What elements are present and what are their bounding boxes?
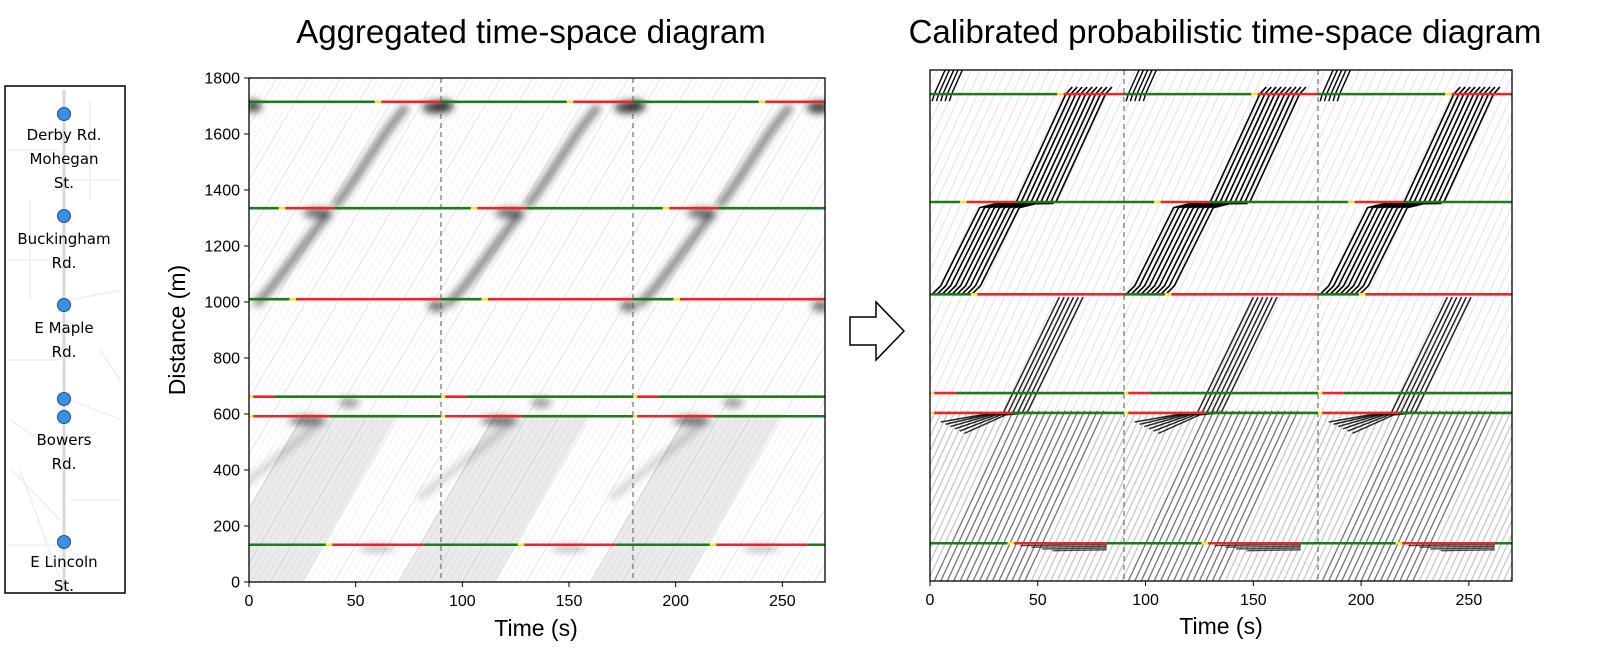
y-tick-label: 1400	[204, 183, 240, 200]
station-labels: Derby Rd. Mohegan St. Buckingham Rd. E Maple R…	[17, 126, 110, 595]
aggregated-chart: Aggregated time-space diagram 0 50 100 150 2…	[164, 13, 826, 641]
chart-title: Aggregated time-space diagram	[296, 13, 766, 50]
station-markers	[57, 107, 71, 549]
y-tick-label: 400	[213, 463, 240, 480]
station-label: St.	[54, 174, 74, 192]
cycle-boundaries	[440, 78, 634, 582]
x-ticks: 0 50 100 150 200 250	[926, 581, 1483, 609]
trajectory	[1165, 202, 1248, 295]
y-axis-label: Distance (m)	[164, 265, 190, 395]
x-tick-label: 250	[769, 593, 796, 610]
station-label: E Maple	[34, 319, 93, 337]
x-tick-label: 50	[347, 593, 365, 610]
x-ticks: 0 50 100 150 200 250	[245, 582, 796, 610]
y-tick-label: 1200	[204, 239, 240, 256]
y-tick-label: 1600	[204, 127, 240, 144]
y-tick-label: 1000	[204, 295, 240, 312]
station-label: Bowers	[37, 431, 92, 449]
station-label: Mohegan	[29, 150, 98, 168]
signal-bars	[249, 100, 825, 547]
station-marker	[57, 107, 71, 121]
y-tick-label: 0	[231, 575, 240, 592]
x-tick-label: 0	[926, 592, 935, 609]
x-tick-label: 250	[1456, 592, 1483, 609]
station-marker	[57, 209, 71, 223]
x-tick-label: 200	[1348, 592, 1375, 609]
station-label: Rd.	[52, 455, 77, 473]
plot-frame	[929, 69, 1513, 582]
trajectory	[1359, 202, 1442, 295]
station-panel: Derby Rd. Mohegan St. Buckingham Rd. E Maple R…	[4, 85, 126, 595]
station-label: Rd.	[52, 343, 77, 361]
station-label: St.	[54, 577, 74, 595]
probabilistic-chart: Calibrated probabilistic time-space diag…	[909, 13, 1542, 639]
x-tick-label: 100	[449, 593, 476, 610]
y-tick-label: 200	[213, 519, 240, 536]
y-tick-label: 600	[213, 407, 240, 424]
queue-density	[249, 100, 825, 552]
station-marker	[57, 298, 71, 312]
plot-frame	[248, 77, 826, 583]
signal-bars	[930, 92, 1512, 545]
arrow-icon	[849, 300, 906, 362]
x-axis-label: Time (s)	[1179, 613, 1262, 639]
x-tick-label: 50	[1029, 592, 1047, 609]
x-axis-label: Time (s)	[494, 615, 577, 641]
cycle-boundaries	[1123, 70, 1319, 581]
station-label: Buckingham	[17, 230, 110, 248]
trajectory	[971, 202, 1054, 295]
station-label: Derby Rd.	[27, 126, 102, 144]
x-tick-label: 100	[1132, 592, 1159, 609]
x-tick-label: 200	[662, 593, 689, 610]
y-tick-label: 1800	[204, 71, 240, 88]
density-trajectories	[249, 78, 825, 582]
x-tick-label: 0	[245, 593, 254, 610]
y-tick-label: 800	[213, 351, 240, 368]
station-label: Rd.	[52, 254, 77, 272]
station-marker	[57, 535, 71, 549]
map-background	[8, 100, 123, 591]
y-ticks: 0 200 400 600 800 1000 1200 1400 1600 1800	[204, 71, 249, 592]
x-tick-label: 150	[556, 593, 583, 610]
station-marker	[57, 392, 71, 406]
chart-title: Calibrated probabilistic time-space diag…	[909, 13, 1542, 50]
x-tick-label: 150	[1240, 592, 1267, 609]
station-marker	[57, 410, 71, 424]
station-label: E Lincoln	[30, 553, 97, 571]
